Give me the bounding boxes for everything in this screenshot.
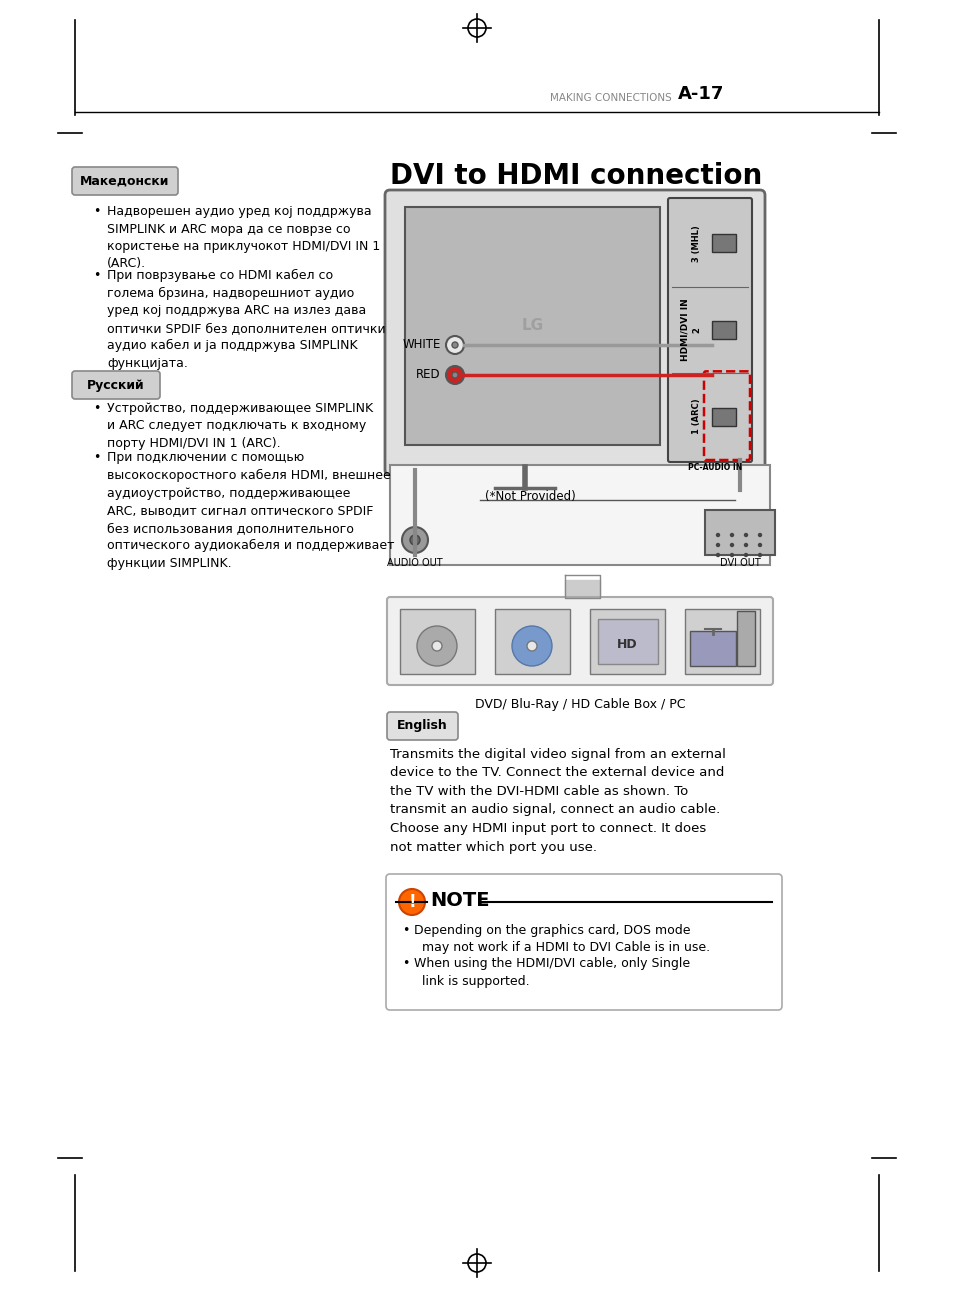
Text: HDMI/DVI IN: HDMI/DVI IN xyxy=(679,298,689,361)
Bar xyxy=(589,609,664,674)
Circle shape xyxy=(446,367,463,383)
Bar xyxy=(405,207,659,445)
Circle shape xyxy=(730,533,733,537)
Text: LG: LG xyxy=(521,319,543,333)
Text: AUDIO OUT: AUDIO OUT xyxy=(387,558,442,568)
Circle shape xyxy=(512,626,552,666)
Text: •: • xyxy=(93,269,101,281)
Text: Устройство, поддерживающее SIMPLINK
и ARC следует подключать к входному
порту HD: Устройство, поддерживающее SIMPLINK и AR… xyxy=(107,402,373,451)
Circle shape xyxy=(398,889,424,915)
Circle shape xyxy=(526,642,537,651)
Text: Русский: Русский xyxy=(87,378,145,391)
Circle shape xyxy=(716,544,719,546)
Text: PC-AUDIO IN: PC-AUDIO IN xyxy=(687,463,741,473)
Circle shape xyxy=(758,554,760,556)
Circle shape xyxy=(416,626,456,666)
Bar xyxy=(684,609,760,674)
Text: При поврзување со HDMI кабел со
голема брзина, надворешниот аудио
уред кој поддр: При поврзување со HDMI кабел со голема б… xyxy=(107,269,385,369)
FancyBboxPatch shape xyxy=(71,371,160,399)
Circle shape xyxy=(716,554,719,556)
FancyBboxPatch shape xyxy=(71,167,178,195)
Circle shape xyxy=(452,372,457,378)
Text: •: • xyxy=(402,957,409,970)
Text: 3 (MHL): 3 (MHL) xyxy=(692,225,700,262)
Circle shape xyxy=(716,533,719,537)
Text: Надворешен аудио уред кој поддржува
SIMPLINK и ARC мора да се поврзе со
користењ: Надворешен аудио уред кој поддржува SIMP… xyxy=(107,205,380,271)
Text: •: • xyxy=(402,924,409,937)
Bar xyxy=(737,611,754,666)
Text: 2: 2 xyxy=(692,327,700,333)
Text: •: • xyxy=(93,402,101,414)
Circle shape xyxy=(743,533,747,537)
Text: Depending on the graphics card, DOS mode
  may not work if a HDMI to DVI Cable i: Depending on the graphics card, DOS mode… xyxy=(414,924,709,954)
Circle shape xyxy=(730,544,733,546)
Text: •: • xyxy=(93,205,101,218)
Text: !: ! xyxy=(408,893,416,911)
Text: DVI OUT: DVI OUT xyxy=(719,558,760,568)
Text: DVD/ Blu-Ray / HD Cable Box / PC: DVD/ Blu-Ray / HD Cable Box / PC xyxy=(475,698,684,711)
Text: MAKING CONNECTIONS: MAKING CONNECTIONS xyxy=(550,93,671,103)
Text: •: • xyxy=(93,452,101,465)
Text: (*Not Provided): (*Not Provided) xyxy=(484,491,576,503)
Bar xyxy=(495,609,569,674)
Text: NOTE: NOTE xyxy=(430,892,489,910)
Circle shape xyxy=(401,527,428,553)
FancyBboxPatch shape xyxy=(386,874,781,1010)
Text: Transmits the digital video signal from an external
device to the TV. Connect th: Transmits the digital video signal from … xyxy=(390,747,725,853)
Text: 1 (ARC): 1 (ARC) xyxy=(692,399,700,435)
Bar xyxy=(711,235,735,252)
Bar xyxy=(390,465,769,565)
Text: DVI to HDMI connection: DVI to HDMI connection xyxy=(390,161,761,190)
Text: При подключении с помощью
высокоскоростного кабеля HDMI, внешнее
аудиоустройство: При подключении с помощью высокоскоростн… xyxy=(107,452,395,569)
FancyBboxPatch shape xyxy=(667,198,751,462)
Circle shape xyxy=(758,533,760,537)
Circle shape xyxy=(758,544,760,546)
Circle shape xyxy=(446,336,463,354)
Circle shape xyxy=(730,554,733,556)
FancyBboxPatch shape xyxy=(387,713,457,740)
Text: A-17: A-17 xyxy=(678,85,723,103)
Circle shape xyxy=(743,554,747,556)
Text: When using the HDMI/DVI cable, only Single
  link is supported.: When using the HDMI/DVI cable, only Sing… xyxy=(414,957,689,988)
Text: WHITE: WHITE xyxy=(402,338,440,351)
Bar xyxy=(711,408,735,426)
Polygon shape xyxy=(564,580,599,595)
FancyBboxPatch shape xyxy=(385,190,764,475)
Text: HD: HD xyxy=(616,639,637,652)
Circle shape xyxy=(743,544,747,546)
FancyBboxPatch shape xyxy=(387,596,772,686)
Text: Македонски: Македонски xyxy=(80,174,170,187)
Bar xyxy=(704,510,774,555)
Circle shape xyxy=(452,342,457,349)
Text: RED: RED xyxy=(416,368,440,382)
Circle shape xyxy=(410,534,419,545)
Circle shape xyxy=(432,642,441,651)
Bar xyxy=(399,609,475,674)
Bar xyxy=(598,618,658,664)
Bar xyxy=(689,631,735,666)
Text: English: English xyxy=(396,719,447,732)
Bar xyxy=(711,321,735,340)
